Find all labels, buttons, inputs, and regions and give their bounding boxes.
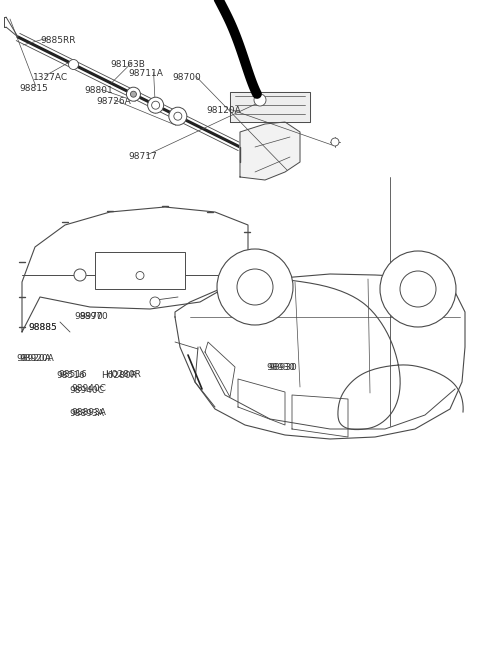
Text: 98970: 98970 [74, 312, 103, 321]
Circle shape [169, 107, 187, 125]
Text: 98940C: 98940C [71, 384, 106, 394]
Text: 98163B: 98163B [110, 60, 145, 69]
Text: 98893A: 98893A [70, 409, 105, 419]
Circle shape [152, 101, 160, 109]
Text: 98885: 98885 [29, 323, 58, 332]
Circle shape [150, 297, 160, 307]
Text: 98120A: 98120A [206, 106, 241, 115]
Circle shape [74, 269, 86, 281]
Circle shape [126, 87, 141, 101]
Text: 98930: 98930 [269, 363, 298, 373]
Text: 9885RR: 9885RR [41, 36, 76, 45]
Text: 98920A: 98920A [17, 354, 51, 363]
Circle shape [217, 249, 293, 325]
Text: 98970: 98970 [79, 312, 108, 321]
FancyBboxPatch shape [95, 252, 185, 289]
Text: 98885: 98885 [29, 323, 58, 332]
Text: 98717: 98717 [129, 152, 157, 161]
Circle shape [174, 112, 182, 120]
Circle shape [136, 271, 144, 279]
Circle shape [400, 271, 436, 307]
Circle shape [331, 138, 339, 146]
Text: 98930: 98930 [266, 363, 295, 373]
Circle shape [380, 251, 456, 327]
Text: 1327AC: 1327AC [33, 73, 68, 82]
Circle shape [69, 60, 79, 70]
Polygon shape [230, 92, 310, 122]
Text: 98700: 98700 [173, 73, 202, 82]
Text: H0280R: H0280R [101, 371, 137, 380]
Text: 98516: 98516 [57, 371, 85, 380]
Text: 98516: 98516 [59, 370, 87, 379]
Text: 98940C: 98940C [70, 386, 105, 395]
Text: 98920A: 98920A [19, 354, 54, 363]
Text: 98801: 98801 [84, 86, 113, 95]
Text: 98711A: 98711A [129, 69, 164, 78]
Circle shape [131, 91, 136, 97]
Polygon shape [240, 122, 300, 180]
Circle shape [148, 97, 164, 113]
Text: 98815: 98815 [19, 84, 48, 93]
Circle shape [237, 269, 273, 305]
Circle shape [254, 94, 266, 106]
Text: H0280R: H0280R [105, 370, 141, 379]
Text: 98726A: 98726A [96, 97, 131, 106]
Text: 98893A: 98893A [71, 408, 106, 417]
